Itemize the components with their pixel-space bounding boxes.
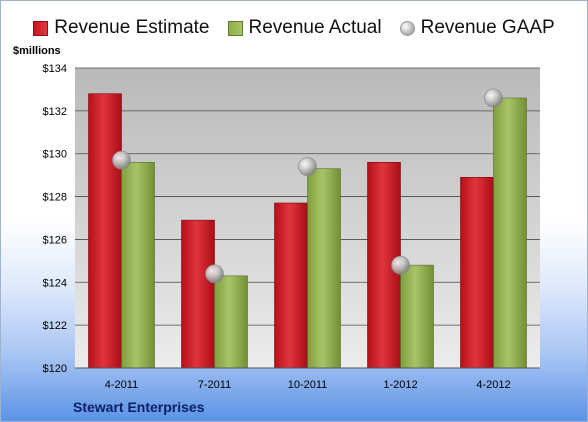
bar-revenue-actual [121, 161, 155, 369]
y-tick-label: $132 [43, 106, 67, 118]
x-tick-label: 4-2011 [105, 379, 138, 391]
x-tick-label: 7-2011 [198, 379, 231, 391]
bar-revenue-actual [214, 275, 248, 369]
legend-swatch-actual [227, 20, 243, 36]
x-tick-label: 1-2012 [383, 379, 417, 391]
legend-item-estimate: Revenue Estimate [33, 17, 210, 39]
y-tick-label: $122 [43, 320, 67, 332]
bar-revenue-actual [493, 97, 527, 369]
y-axis-unit-label: $millions [13, 45, 61, 57]
legend-label-estimate: Revenue Estimate [54, 17, 210, 38]
legend-item-actual: Revenue Actual [227, 17, 382, 39]
legend-item-gaap: Revenue GAAP [399, 17, 555, 39]
y-tick-label: $126 [43, 234, 67, 246]
legend-swatch-gaap [399, 20, 415, 36]
bar-revenue-estimate [460, 176, 494, 369]
point-revenue-gaap [112, 150, 131, 170]
bar-revenue-estimate [88, 93, 122, 369]
y-tick-label: $130 [43, 149, 67, 161]
point-revenue-gaap [484, 88, 503, 108]
y-tick-label: $128 [43, 192, 67, 204]
company-name: Stewart Enterprises [73, 399, 205, 415]
bar-revenue-actual [400, 264, 434, 369]
x-tick-label: 4-2012 [476, 379, 510, 391]
legend: Revenue Estimate Revenue Actual Revenue … [1, 17, 587, 39]
bar-revenue-actual [307, 168, 341, 369]
y-tick-label: $124 [43, 277, 67, 289]
point-revenue-gaap [205, 264, 224, 284]
legend-label-actual: Revenue Actual [248, 17, 382, 38]
bar-revenue-estimate [181, 219, 215, 369]
legend-swatch-estimate [33, 20, 49, 36]
point-revenue-gaap [298, 157, 317, 176]
y-tick-label: $120 [43, 363, 67, 375]
x-tick-label: 10-2011 [288, 379, 328, 391]
legend-label-gaap: Revenue GAAP [420, 17, 555, 38]
bar-revenue-estimate [274, 202, 308, 369]
y-tick-label: $134 [43, 63, 67, 75]
point-revenue-gaap [391, 255, 410, 275]
